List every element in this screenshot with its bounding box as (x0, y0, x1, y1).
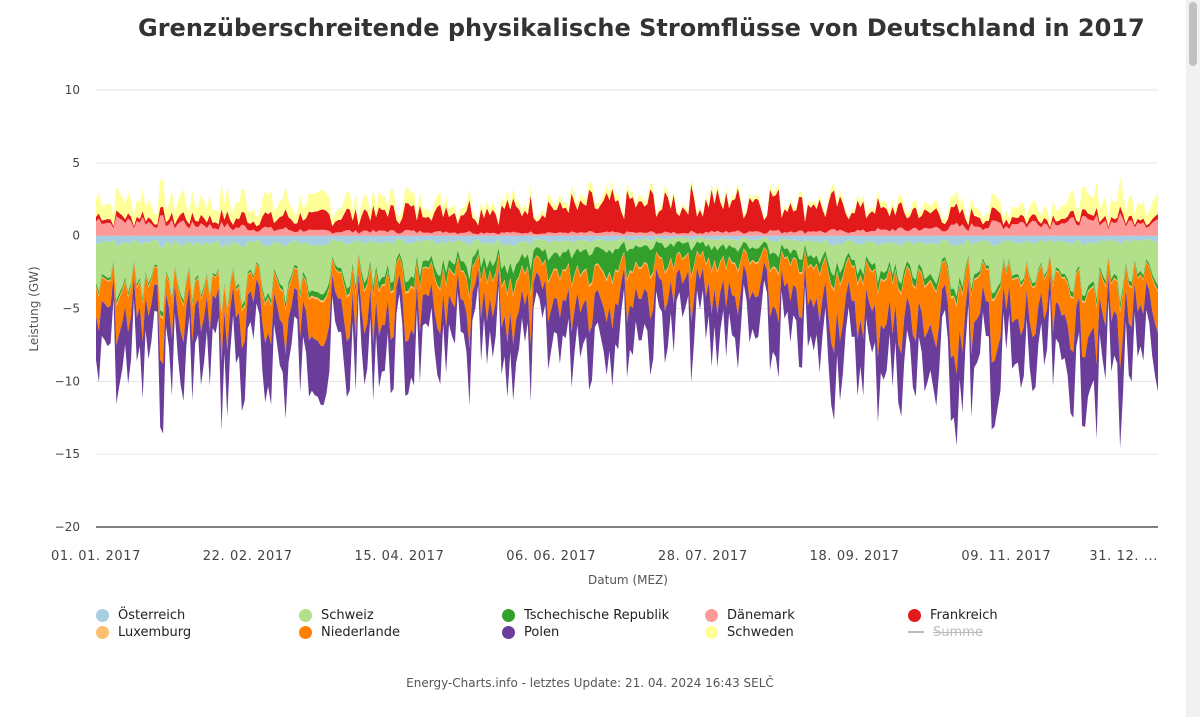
area-polen[interactable] (96, 262, 1158, 449)
legend-label: Dänemark (727, 607, 795, 623)
legend-item-österreich[interactable]: Österreich (96, 606, 185, 624)
legend-item-dänemark[interactable]: Dänemark (705, 606, 795, 624)
x-tick-label: 31. 12. ... (1089, 549, 1158, 564)
area-tschechische-republik[interactable] (96, 241, 1158, 319)
legend-marker (908, 608, 921, 622)
legend-marker (299, 625, 312, 639)
x-tick-label: 09. 11. 2017 (961, 549, 1051, 564)
footer-credit: Energy-Charts.info - letztes Update: 21.… (406, 676, 774, 690)
legend-label: Summe (933, 624, 983, 640)
legend-item-schweiz[interactable]: Schweiz (299, 606, 374, 624)
x-tick-label: 15. 04. 2017 (354, 549, 444, 564)
legend-label: Niederlande (321, 624, 400, 640)
scrollbar[interactable] (1186, 0, 1200, 717)
legend-item-polen[interactable]: Polen (502, 623, 559, 641)
x-tick-label: 22. 02. 2017 (203, 549, 293, 564)
x-tick-label: 18. 09. 2017 (810, 549, 900, 564)
chart-title: Grenzüberschreitende physikalische Strom… (138, 14, 1145, 42)
legend-marker (908, 631, 924, 633)
axes: 10 5 0 −5 −10 −15 −20 01. 01. 2017 22. 02. 2017 1… (51, 83, 1158, 564)
area-frankreich[interactable] (96, 184, 1158, 235)
legend-label: Luxemburg (118, 624, 192, 640)
legend-item-tschechische-republik[interactable]: Tschechische Republik (502, 606, 669, 624)
area-schweden[interactable] (96, 176, 1158, 228)
legend-label: Tschechische Republik (524, 607, 670, 623)
y-tick-label: 10 (65, 83, 80, 97)
y-axis-label: Leistung (GW) (27, 266, 41, 351)
legend-label: Schweden (727, 624, 794, 640)
legend: Österreich Schweiz Tschechische Republik Dä… (96, 606, 1106, 642)
area-österreich[interactable] (96, 235, 1158, 249)
area-dänemark[interactable] (96, 213, 1158, 236)
legend-marker (96, 625, 109, 639)
chart-areas (96, 176, 1158, 449)
legend-marker (96, 608, 109, 622)
legend-marker (705, 625, 718, 639)
y-tick-label: 5 (72, 156, 80, 170)
area-niederlande[interactable] (96, 247, 1158, 374)
legend-item-niederlande[interactable]: Niederlande (299, 623, 400, 641)
y-tick-label: −15 (55, 447, 80, 461)
legend-marker (299, 608, 312, 622)
y-tick-label: −5 (62, 302, 80, 316)
legend-item-summe[interactable]: Summe (908, 623, 983, 641)
y-tick-label: 0 (72, 229, 80, 243)
legend-marker (705, 608, 718, 622)
y-tick-label: −10 (55, 374, 80, 388)
scrollbar-thumb[interactable] (1189, 2, 1197, 66)
chart-plot: 10 5 0 −5 −10 −15 −20 01. 01. 2017 22. 02. 2017 1… (27, 83, 1158, 587)
area-schweiz[interactable] (96, 237, 1158, 315)
x-tick-label: 06. 06. 2017 (506, 549, 596, 564)
legend-label: Österreich (118, 607, 186, 623)
legend-marker (502, 625, 515, 639)
legend-item-frankreich[interactable]: Frankreich (908, 606, 998, 624)
legend-label: Frankreich (930, 607, 998, 623)
legend-item-luxemburg[interactable]: Luxemburg (96, 623, 191, 641)
y-tick-label: −20 (55, 520, 80, 534)
legend-marker (502, 608, 515, 622)
legend-label: Polen (524, 624, 560, 640)
x-tick-label: 01. 01. 2017 (51, 549, 141, 564)
legend-label: Schweiz (321, 607, 374, 623)
legend-item-schweden[interactable]: Schweden (705, 623, 794, 641)
x-axis-label: Datum (MEZ) (588, 573, 668, 587)
x-tick-label: 28. 07. 2017 (658, 549, 748, 564)
